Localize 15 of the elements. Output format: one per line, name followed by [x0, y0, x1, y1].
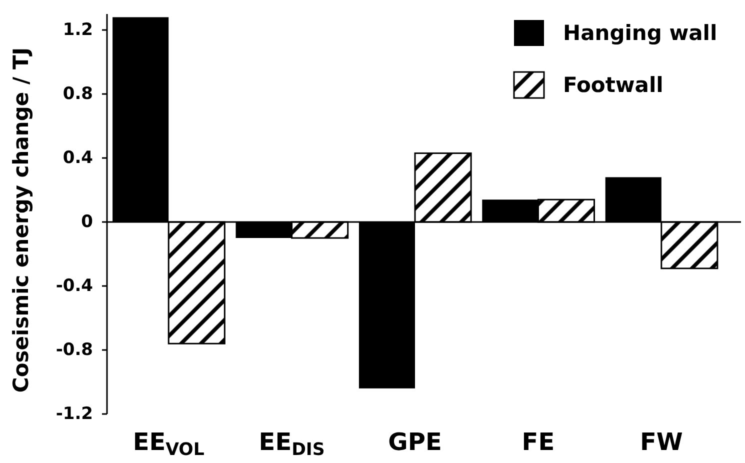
x-tick-label: GPE	[388, 428, 442, 456]
y-tick-label: -0.8	[56, 340, 93, 360]
y-tick-label: 1.2	[62, 20, 93, 40]
y-tick-label: 0.4	[62, 148, 94, 168]
y-tick-label: -0.4	[56, 276, 94, 296]
y-tick-label: -1.2	[56, 404, 93, 424]
y-tick-label: 0.8	[62, 84, 93, 104]
y-tick-label: 0	[81, 212, 94, 232]
legend-label: Footwall	[563, 73, 664, 97]
y-axis-title: Coseismic energy change / TJ	[9, 47, 33, 393]
x-tick-label: FE	[522, 428, 555, 456]
x-tick-label: EE$_{VOL}$	[132, 428, 204, 460]
legend-label: Hanging wall	[563, 21, 718, 45]
x-tick-label: EE$_{DIS}$	[258, 428, 325, 460]
x-tick-label: FW	[640, 428, 683, 456]
